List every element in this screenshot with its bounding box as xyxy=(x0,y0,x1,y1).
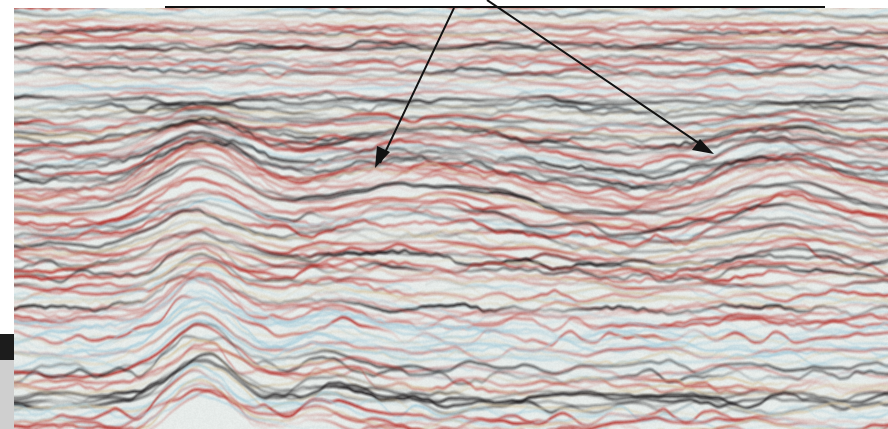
arrow-down-left-icon xyxy=(375,7,455,168)
seismic-section-image xyxy=(14,8,888,429)
left-edge-dark-bar xyxy=(0,334,14,360)
left-edge-gray-panel xyxy=(0,360,14,429)
arrow-down-right-icon xyxy=(486,0,714,154)
